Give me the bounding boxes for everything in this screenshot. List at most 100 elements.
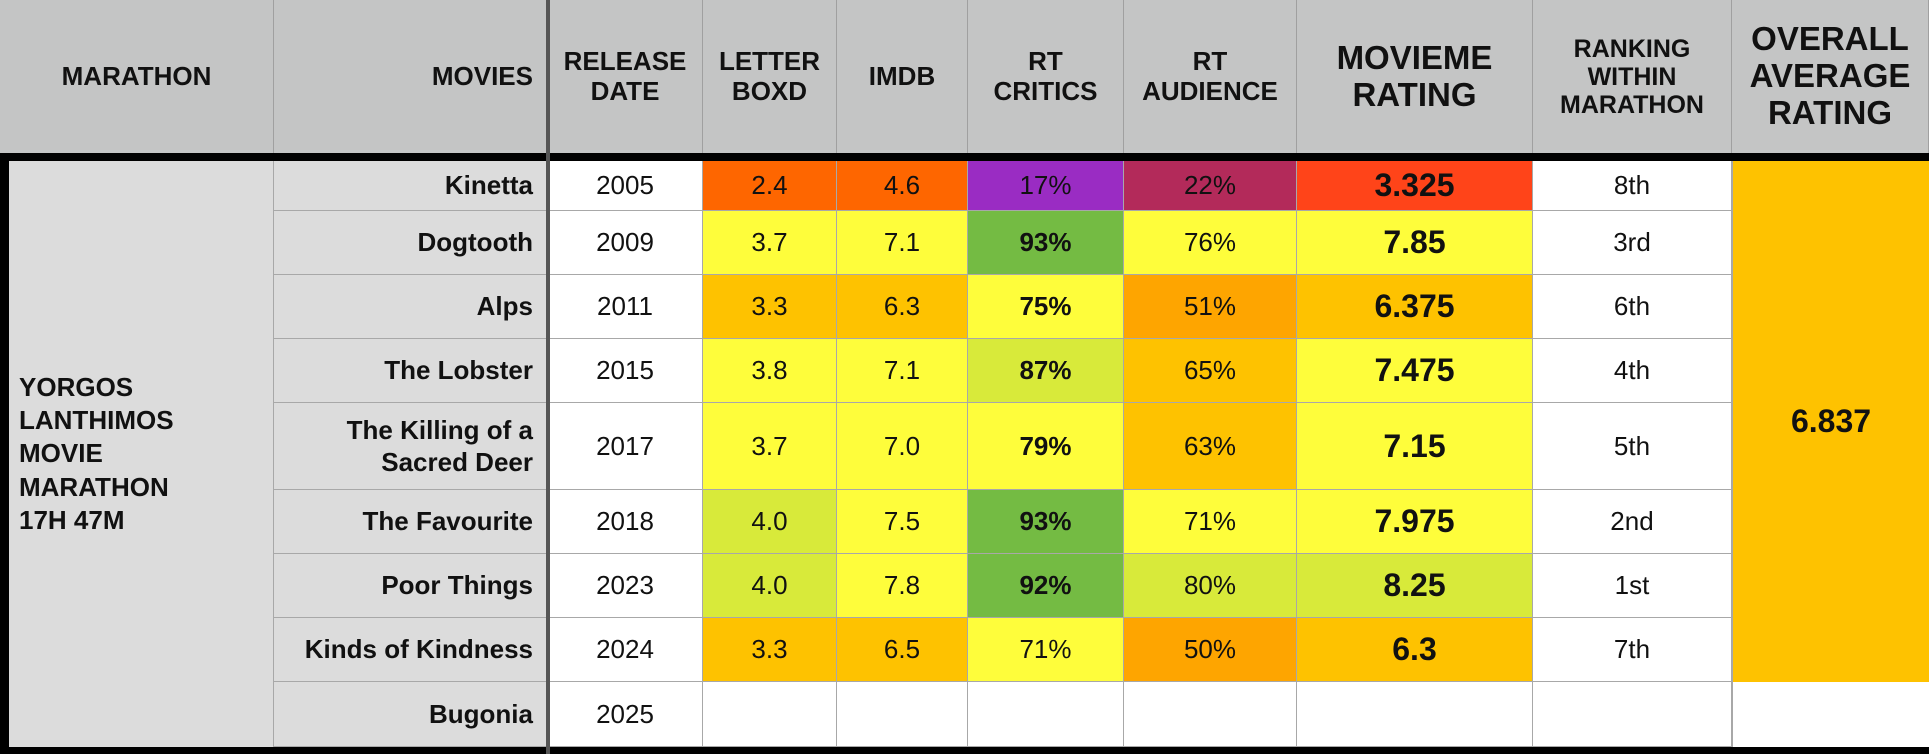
header-line: IMDB bbox=[868, 60, 936, 91]
header-line: CRITICS bbox=[993, 75, 1098, 106]
header-line: RT bbox=[1028, 46, 1063, 77]
rt-audience-cell[interactable]: 22% bbox=[1124, 161, 1297, 211]
rt-audience-cell[interactable]: 51% bbox=[1124, 275, 1297, 339]
movieme-rating-cell[interactable] bbox=[1297, 682, 1533, 747]
rt-critics-cell[interactable]: 93% bbox=[968, 490, 1124, 554]
rt-critics-cell[interactable]: 71% bbox=[968, 618, 1124, 682]
ranking-cell[interactable]: 7th bbox=[1533, 618, 1732, 682]
marathon-label-line: MARATHON bbox=[19, 471, 169, 502]
movieme-rating-cell[interactable]: 7.475 bbox=[1297, 339, 1533, 403]
imdb-cell[interactable]: 6.5 bbox=[837, 618, 968, 682]
header-rt-critics[interactable]: RT CRITICS bbox=[968, 0, 1124, 153]
release-date-cell[interactable]: 2025 bbox=[548, 682, 703, 747]
letterboxd-cell[interactable]: 3.8 bbox=[703, 339, 837, 403]
rt-critics-cell[interactable]: 87% bbox=[968, 339, 1124, 403]
header-imdb[interactable]: IMDB bbox=[837, 0, 968, 153]
header-overall[interactable]: OVERALL AVERAGE RATING bbox=[1732, 0, 1929, 153]
movie-title: Poor Things bbox=[381, 570, 533, 601]
marathon-label-line: LANTHIMOS bbox=[19, 405, 174, 436]
imdb-cell[interactable]: 4.6 bbox=[837, 161, 968, 211]
imdb-cell[interactable]: 7.0 bbox=[837, 403, 968, 490]
header-line: WITHIN bbox=[1587, 62, 1677, 91]
movie-title-cell[interactable]: Bugonia bbox=[274, 682, 548, 747]
letterboxd-cell[interactable]: 3.3 bbox=[703, 275, 837, 339]
header-rt-audience[interactable]: RT AUDIENCE bbox=[1124, 0, 1297, 153]
rt-critics-cell[interactable]: 75% bbox=[968, 275, 1124, 339]
letterboxd-cell[interactable]: 2.4 bbox=[703, 161, 837, 211]
release-date-cell[interactable]: 2024 bbox=[548, 618, 703, 682]
marathon-cell[interactable]: YORGOS LANTHIMOS MOVIE MARATHON 17H 47M bbox=[9, 161, 274, 747]
imdb-cell[interactable]: 7.1 bbox=[837, 211, 968, 275]
movie-title-cell[interactable]: The Killing of a Sacred Deer bbox=[274, 403, 548, 490]
movie-title: Kinds of Kindness bbox=[304, 634, 533, 665]
rt-audience-cell[interactable]: 76% bbox=[1124, 211, 1297, 275]
rt-critics-cell[interactable] bbox=[968, 682, 1124, 747]
letterboxd-cell[interactable]: 4.0 bbox=[703, 490, 837, 554]
header-divider bbox=[0, 153, 1929, 161]
letterboxd-cell[interactable] bbox=[703, 682, 837, 747]
release-date-cell[interactable]: 2009 bbox=[548, 211, 703, 275]
movie-title-cell[interactable]: The Lobster bbox=[274, 339, 548, 403]
movie-title-cell[interactable]: The Favourite bbox=[274, 490, 548, 554]
imdb-cell[interactable]: 6.3 bbox=[837, 275, 968, 339]
imdb-cell[interactable] bbox=[837, 682, 968, 747]
rt-critics-cell[interactable]: 79% bbox=[968, 403, 1124, 490]
ranking-cell[interactable]: 3rd bbox=[1533, 211, 1732, 275]
imdb-cell[interactable]: 7.1 bbox=[837, 339, 968, 403]
rt-critics-cell[interactable]: 92% bbox=[968, 554, 1124, 618]
movieme-rating-cell[interactable]: 6.375 bbox=[1297, 275, 1533, 339]
header-release[interactable]: RELEASE DATE bbox=[548, 0, 703, 153]
movieme-rating-cell[interactable]: 6.3 bbox=[1297, 618, 1533, 682]
rt-audience-cell[interactable]: 80% bbox=[1124, 554, 1297, 618]
movie-title-cell[interactable]: Dogtooth bbox=[274, 211, 548, 275]
header-marathon[interactable]: MARATHON bbox=[0, 0, 274, 153]
release-date-cell[interactable]: 2005 bbox=[548, 161, 703, 211]
release-date-cell[interactable]: 2018 bbox=[548, 490, 703, 554]
movieme-rating-cell[interactable]: 8.25 bbox=[1297, 554, 1533, 618]
movieme-rating-cell[interactable]: 3.325 bbox=[1297, 161, 1533, 211]
header-ranking[interactable]: RANKING WITHIN MARATHON bbox=[1533, 0, 1732, 153]
letterboxd-cell[interactable]: 4.0 bbox=[703, 554, 837, 618]
movieme-rating-cell[interactable]: 7.85 bbox=[1297, 211, 1533, 275]
movie-title-cell[interactable]: Poor Things bbox=[274, 554, 548, 618]
movie-title-cell[interactable]: Kinds of Kindness bbox=[274, 618, 548, 682]
release-date-cell[interactable]: 2023 bbox=[548, 554, 703, 618]
overall-average-cell[interactable]: 6.837 bbox=[1732, 161, 1929, 682]
movieme-rating-cell[interactable]: 7.15 bbox=[1297, 403, 1533, 490]
ranking-cell[interactable]: 8th bbox=[1533, 161, 1732, 211]
ranking-cell[interactable]: 6th bbox=[1533, 275, 1732, 339]
header-movies[interactable]: MOVIES bbox=[274, 0, 548, 153]
rt-audience-cell[interactable]: 63% bbox=[1124, 403, 1297, 490]
movieme-rating-cell[interactable]: 7.975 bbox=[1297, 490, 1533, 554]
ranking-cell[interactable]: 5th bbox=[1533, 403, 1732, 490]
ranking-cell[interactable]: 1st bbox=[1533, 554, 1732, 618]
movie-title-cell[interactable]: Kinetta bbox=[274, 161, 548, 211]
ranking-cell[interactable] bbox=[1533, 682, 1732, 747]
imdb-cell[interactable]: 7.5 bbox=[837, 490, 968, 554]
rt-audience-cell[interactable]: 50% bbox=[1124, 618, 1297, 682]
header-line: RT bbox=[1192, 46, 1228, 77]
rt-critics-cell[interactable]: 17% bbox=[968, 161, 1124, 211]
letterboxd-cell[interactable]: 3.7 bbox=[703, 403, 837, 490]
overall-empty-cell[interactable] bbox=[1732, 682, 1929, 747]
header-line: MARATHON bbox=[61, 60, 212, 91]
imdb-cell[interactable]: 7.8 bbox=[837, 554, 968, 618]
release-date-cell[interactable]: 2015 bbox=[548, 339, 703, 403]
movie-title: Kinetta bbox=[444, 170, 533, 201]
letterboxd-cell[interactable]: 3.3 bbox=[703, 618, 837, 682]
ranking-cell[interactable]: 2nd bbox=[1533, 490, 1732, 554]
ranking-cell[interactable]: 4th bbox=[1533, 339, 1732, 403]
marathon-label: YORGOS LANTHIMOS MOVIE MARATHON 17H 47M bbox=[19, 371, 174, 537]
release-date-cell[interactable]: 2011 bbox=[548, 275, 703, 339]
rt-critics-cell[interactable]: 93% bbox=[968, 211, 1124, 275]
header-line: BOXD bbox=[731, 75, 808, 106]
movie-title-cell[interactable]: Alps bbox=[274, 275, 548, 339]
rt-audience-cell[interactable] bbox=[1124, 682, 1297, 747]
rt-audience-cell[interactable]: 71% bbox=[1124, 490, 1297, 554]
header-letterboxd[interactable]: LETTER BOXD bbox=[703, 0, 837, 153]
letterboxd-cell[interactable]: 3.7 bbox=[703, 211, 837, 275]
header-movieme[interactable]: MOVIEME RATING bbox=[1297, 0, 1533, 153]
rt-audience-cell[interactable]: 65% bbox=[1124, 339, 1297, 403]
release-date-cell[interactable]: 2017 bbox=[548, 403, 703, 490]
